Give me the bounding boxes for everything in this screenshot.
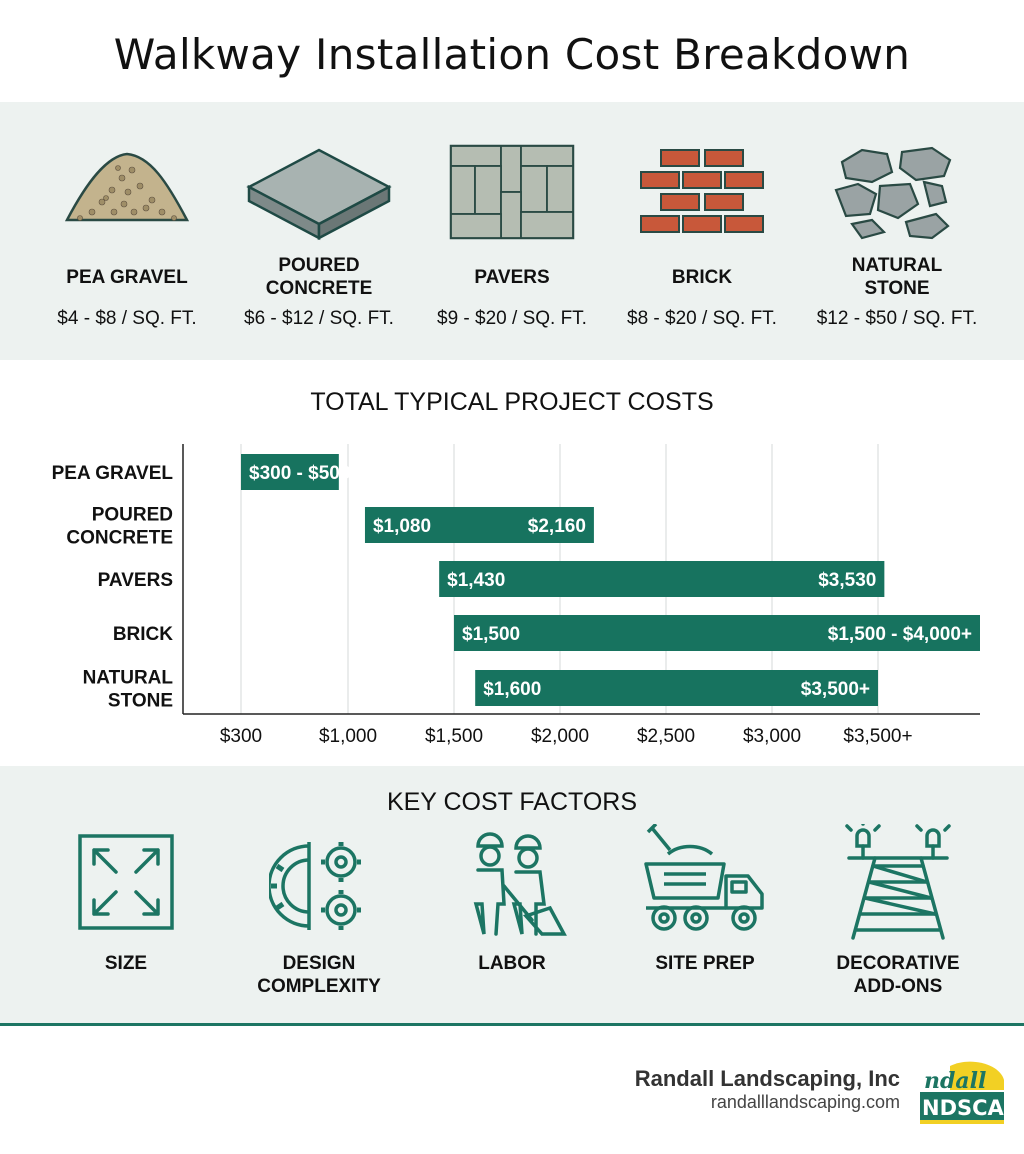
factor-label: DECORATIVE ADD-ONS (836, 953, 960, 997)
bar-start-label: $1,430 (447, 570, 505, 591)
bar-start-label: $300 - $500 (249, 463, 350, 484)
workers-icon (473, 832, 567, 936)
material-label: PAVERS (474, 266, 550, 288)
factors-heading: KEY COST FACTORS (386, 788, 638, 816)
range-bar (475, 670, 878, 706)
x-tick-label: $2,000 (531, 726, 589, 747)
x-tick-label: $3,000 (743, 726, 801, 747)
material-label: PEA GRAVEL (66, 266, 188, 288)
x-tick-label: $1,000 (319, 726, 377, 747)
chart-title: TOTAL TYPICAL PROJECT COSTS (310, 388, 714, 416)
range-bar (454, 615, 980, 651)
material-brick: BRICK $8 - $20 / SQ. FT. (600, 102, 804, 360)
bar-end-label: $3,530 (818, 570, 876, 591)
factor-label: SIZE (104, 953, 148, 974)
gravel-pile-icon (64, 152, 190, 222)
material-label: NATURAL STONE (851, 255, 943, 299)
material-label: POURED CONCRETE (265, 255, 373, 299)
bar-start-label: $1,500 (462, 624, 520, 645)
bar-start-label: $1,080 (373, 516, 431, 537)
brick-wall-icon (640, 149, 764, 233)
material-price: $9 - $20 / SQ. FT. (437, 308, 587, 329)
range-bar (439, 561, 885, 597)
footer-divider (0, 1023, 1024, 1026)
expand-arrows-icon (78, 834, 174, 930)
factor-label: DESIGN COMPLEXITY (257, 953, 381, 997)
factor-design-complexity: DESIGN COMPLEXITY (224, 766, 414, 1024)
category-label: STONE (108, 691, 173, 712)
category-label: PAVERS (98, 570, 173, 591)
x-tick-label: $2,500 (637, 726, 695, 747)
bar-start-label: $1,600 (483, 679, 541, 700)
svg-text:NDSCAP: NDSCAP (922, 1096, 1004, 1120)
material-label: BRICK (671, 266, 733, 288)
material-pea-gravel: PEA GRAVEL $4 - $8 / SQ. FT. (25, 102, 229, 360)
factor-label: LABOR (478, 953, 546, 974)
material-price: $12 - $50 / SQ. FT. (816, 308, 978, 329)
factor-label: SITE PREP (655, 953, 755, 974)
category-label: NATURAL (83, 668, 174, 689)
category-label: BRICK (113, 624, 173, 645)
material-price: $4 - $8 / SQ. FT. (57, 308, 197, 329)
factors-band: KEY COST FACTORS SIZE DESIGN COMPLEXITY (0, 766, 1024, 1024)
gears-icon (269, 842, 361, 930)
svg-text:ndall: ndall (924, 1068, 986, 1094)
page-title: Walkway Installation Cost Breakdown (113, 30, 911, 79)
flagstone-icon (834, 146, 952, 240)
lighted-path-icon (845, 824, 951, 940)
category-label: CONCRETE (66, 528, 173, 549)
x-tick-label: $300 (220, 726, 262, 747)
cost-range-chart: $300 $1,000 $1,500 $2,000 $2,500 $3,000 $3,500… (52, 444, 980, 747)
range-bar (364, 507, 594, 543)
range-bar (241, 454, 339, 490)
bar-end-label: $3,500+ (801, 679, 870, 700)
material-price: $6 - $12 / SQ. FT. (244, 308, 394, 329)
factor-site-prep: SITE PREP (610, 766, 800, 1024)
company-name: Randall Landscaping, Inc (634, 1066, 900, 1091)
bar-end-label: $2,160 (528, 516, 586, 537)
pavers-pattern-icon (449, 144, 575, 240)
category-label: POURED (92, 505, 173, 526)
company-url[interactable]: randalllandscaping.com (710, 1092, 900, 1112)
material-poured-concrete: POURED CONCRETE $6 - $12 / SQ. FT. (217, 102, 421, 360)
factor-decorative-add-ons: DECORATIVE ADD-ONS (803, 766, 993, 1024)
concrete-slab-icon (246, 148, 392, 241)
category-label: PEA GRAVEL (52, 463, 174, 484)
material-natural-stone: NATURAL STONE $12 - $50 / SQ. FT. (795, 102, 999, 360)
bar-end-label: $1,500 - $4,000+ (828, 624, 972, 645)
x-tick-label: $3,500+ (843, 726, 912, 747)
materials-band: PEA GRAVEL $4 - $8 / SQ. FT. POURED CONC… (0, 102, 1024, 360)
factor-size: SIZE (31, 766, 221, 1024)
dump-truck-icon (644, 824, 764, 931)
material-pavers: PAVERS $9 - $20 / SQ. FT. (410, 102, 614, 360)
x-tick-label: $1,500 (425, 726, 483, 747)
company-logo: ndall NDSCAP (920, 1061, 1004, 1124)
material-price: $8 - $20 / SQ. FT. (627, 308, 777, 329)
factor-labor: LABOR (417, 766, 607, 1024)
